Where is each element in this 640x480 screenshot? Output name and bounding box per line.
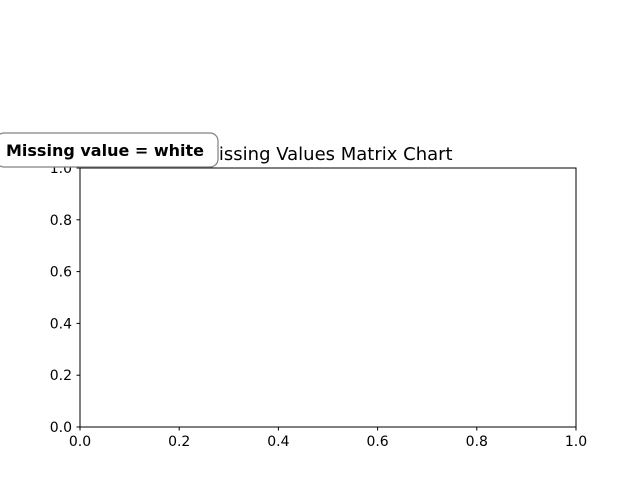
y-tick-label: 0.8	[50, 213, 72, 229]
x-tick-label: 1.0	[565, 434, 587, 450]
y-tick-label: 0.4	[50, 316, 72, 332]
y-tick-label: 0.6	[50, 265, 72, 281]
annotation-text: Missing value = white	[6, 141, 204, 160]
x-tick-label: 0.2	[168, 434, 190, 450]
x-axis: 0.0 0.2 0.4 0.6 0.8 1.0	[69, 427, 587, 450]
chart-title: Missing Values Matrix Chart	[203, 144, 452, 165]
x-tick-label: 0.8	[466, 434, 488, 450]
annotation-box: Missing value = white	[0, 132, 219, 168]
plot-area	[79, 167, 577, 428]
x-tick-label: 0.6	[366, 434, 388, 450]
annotation-frame	[0, 132, 219, 168]
y-tick-label: 0.2	[50, 368, 72, 384]
y-axis: 0.00.20.40.60.81.0	[50, 161, 80, 436]
x-tick-label: 0.0	[69, 434, 91, 450]
x-tick-label: 0.4	[267, 434, 289, 450]
y-tick-label: 0.0	[50, 420, 72, 436]
